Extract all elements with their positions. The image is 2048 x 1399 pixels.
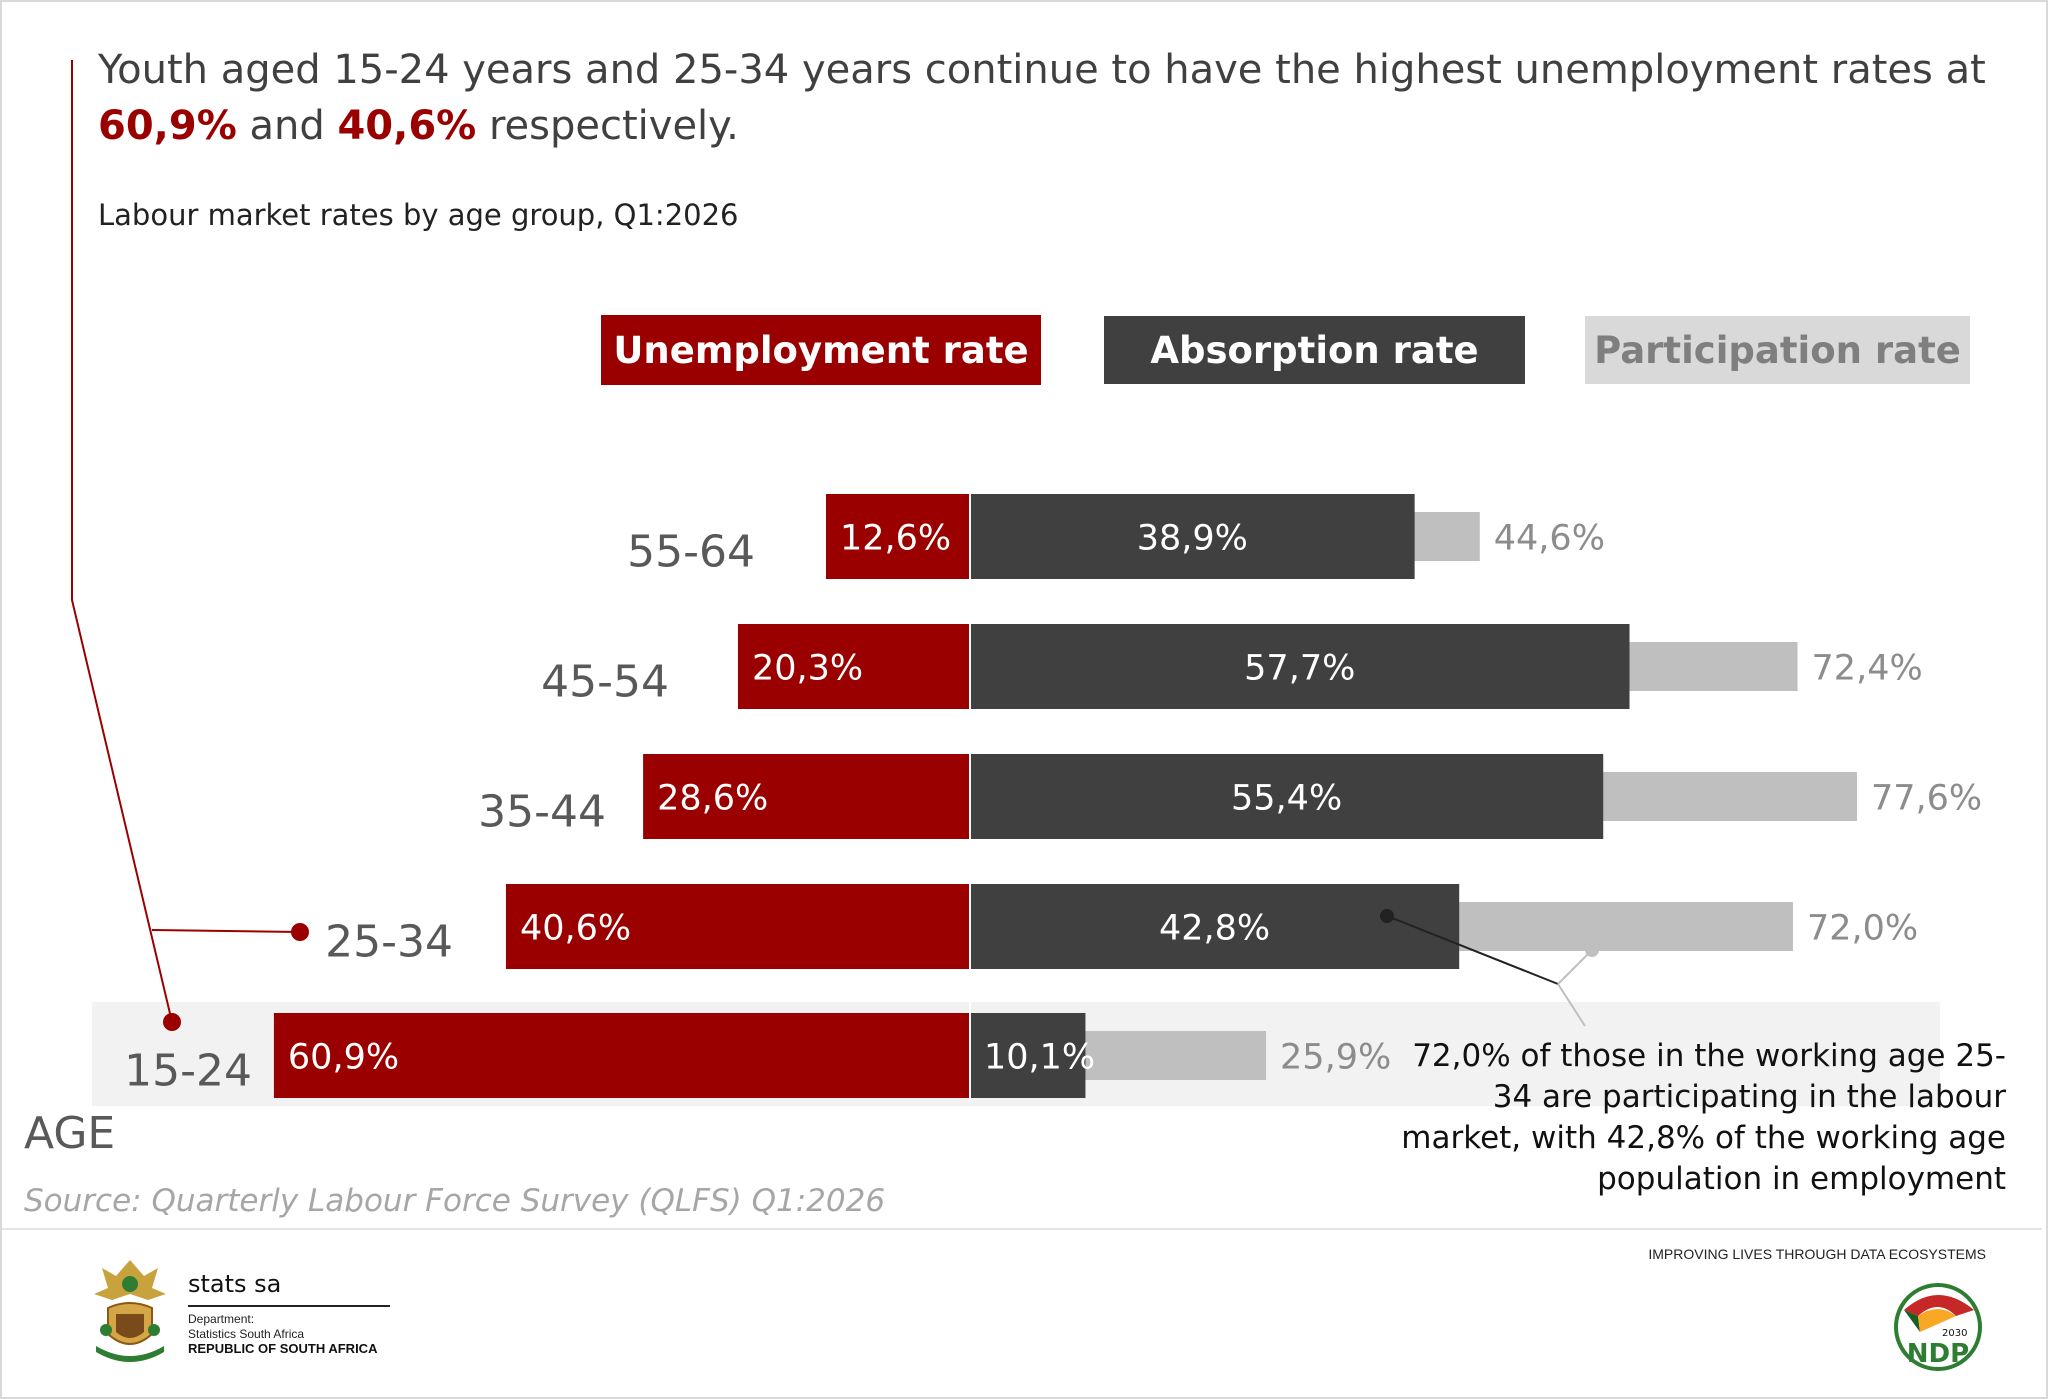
unemployment-label-25-34: 40,6% <box>520 909 631 949</box>
org-line-statistics: Statistics South Africa <box>188 1327 305 1341</box>
participation-label-55-64: 44,6% <box>1494 519 1605 559</box>
legend-participation-rate: Participation rate <box>1585 316 1970 384</box>
absorption-label-35-44: 55,4% <box>1231 779 1342 819</box>
unemployment-bar-15-24 <box>273 1013 971 1098</box>
age-label-55-64: 55-64 <box>627 527 755 578</box>
youth-marker-25-34 <box>291 923 309 941</box>
source-note: Source: Quarterly Labour Force Survey (Q… <box>24 1183 886 1219</box>
absorption-bar-15-24 <box>970 1013 1086 1098</box>
absorption-bar-45-54 <box>970 624 1630 709</box>
headline-part1: Youth aged 15-24 years and 25-34 years c… <box>98 47 1986 93</box>
participation-label-35-44: 77,6% <box>1871 779 1982 819</box>
unemployment-bar-25-34 <box>505 884 970 969</box>
absorption-bar-55-64 <box>970 494 1415 579</box>
headline-highlight-youth-25-34: 40,6% <box>337 103 477 149</box>
callout-leader-absorption <box>1386 915 1559 985</box>
headline-part2: and <box>236 103 338 149</box>
org-name: stats sa <box>188 1270 282 1298</box>
ndp-text: NDP <box>1907 1339 1969 1369</box>
ndp-2030-logo: 2030 NDP <box>1894 1283 1982 1371</box>
unemployment-label-35-44: 28,6% <box>657 779 768 819</box>
headline-part3: respectively. <box>476 103 739 149</box>
absorption-bar-25-34 <box>970 884 1460 969</box>
age-label-15-24: 15-24 <box>124 1046 252 1097</box>
youth-bracket-line <box>71 60 173 1023</box>
age-label-45-54: 45-54 <box>541 657 669 708</box>
unemployment-label-55-64: 12,6% <box>840 519 951 559</box>
legend-unemployment-rate: Unemployment rate <box>601 315 1041 385</box>
chart-subtitle: Labour market rates by age group, Q1:202… <box>98 198 739 232</box>
footer-tagline: IMPROVING LIVES THROUGH DATA ECOSYSTEMS <box>1648 1246 1986 1262</box>
unemployment-label-45-54: 20,3% <box>752 649 863 689</box>
coat-of-arms-logo <box>94 1260 166 1362</box>
callout-dot-absorption <box>1380 909 1394 923</box>
unemployment-bar-45-54 <box>737 624 970 709</box>
age-label-25-34: 25-34 <box>325 917 453 968</box>
callout-dot-participation <box>1585 943 1599 957</box>
participation-label-15-24: 25,9% <box>1280 1038 1391 1078</box>
participation-callout-text: 72,0% of those in the working age 25-34 … <box>1401 1038 2006 1197</box>
participation-label-45-54: 72,4% <box>1812 649 1923 689</box>
org-name-rule <box>188 1305 390 1307</box>
org-line-republic: REPUBLIC OF SOUTH AFRICA <box>188 1341 378 1356</box>
absorption-label-55-64: 38,9% <box>1137 519 1248 559</box>
absorption-label-15-24: 10,1% <box>984 1038 1095 1078</box>
unemployment-bar-35-44 <box>643 754 970 839</box>
ndp-year: 2030 <box>1942 1328 1967 1339</box>
headline-highlight-youth-15-24: 60,9% <box>98 103 237 149</box>
youth-bracket-branch <box>151 929 301 933</box>
absorption-bar-35-44 <box>970 754 1604 839</box>
absorption-label-45-54: 57,7% <box>1244 649 1355 689</box>
unemployment-bar-55-64 <box>825 494 970 579</box>
unemployment-label-15-24: 60,9% <box>288 1038 399 1078</box>
footer-divider <box>2 1228 2042 1230</box>
absorption-label-25-34: 42,8% <box>1159 909 1270 949</box>
youth-marker-15-24 <box>163 1013 181 1031</box>
legend-absorption-rate: Absorption rate <box>1104 316 1525 384</box>
age-label-35-44: 35-44 <box>478 787 606 838</box>
org-line-department: Department: <box>188 1312 255 1326</box>
callout-leader-stem <box>1557 983 1586 1027</box>
participation-label-25-34: 72,0% <box>1807 909 1918 949</box>
age-axis-title: AGE <box>24 1108 116 1159</box>
headline: Youth aged 15-24 years and 25-34 years c… <box>98 42 1998 154</box>
callout-leader-participation <box>1557 949 1593 985</box>
